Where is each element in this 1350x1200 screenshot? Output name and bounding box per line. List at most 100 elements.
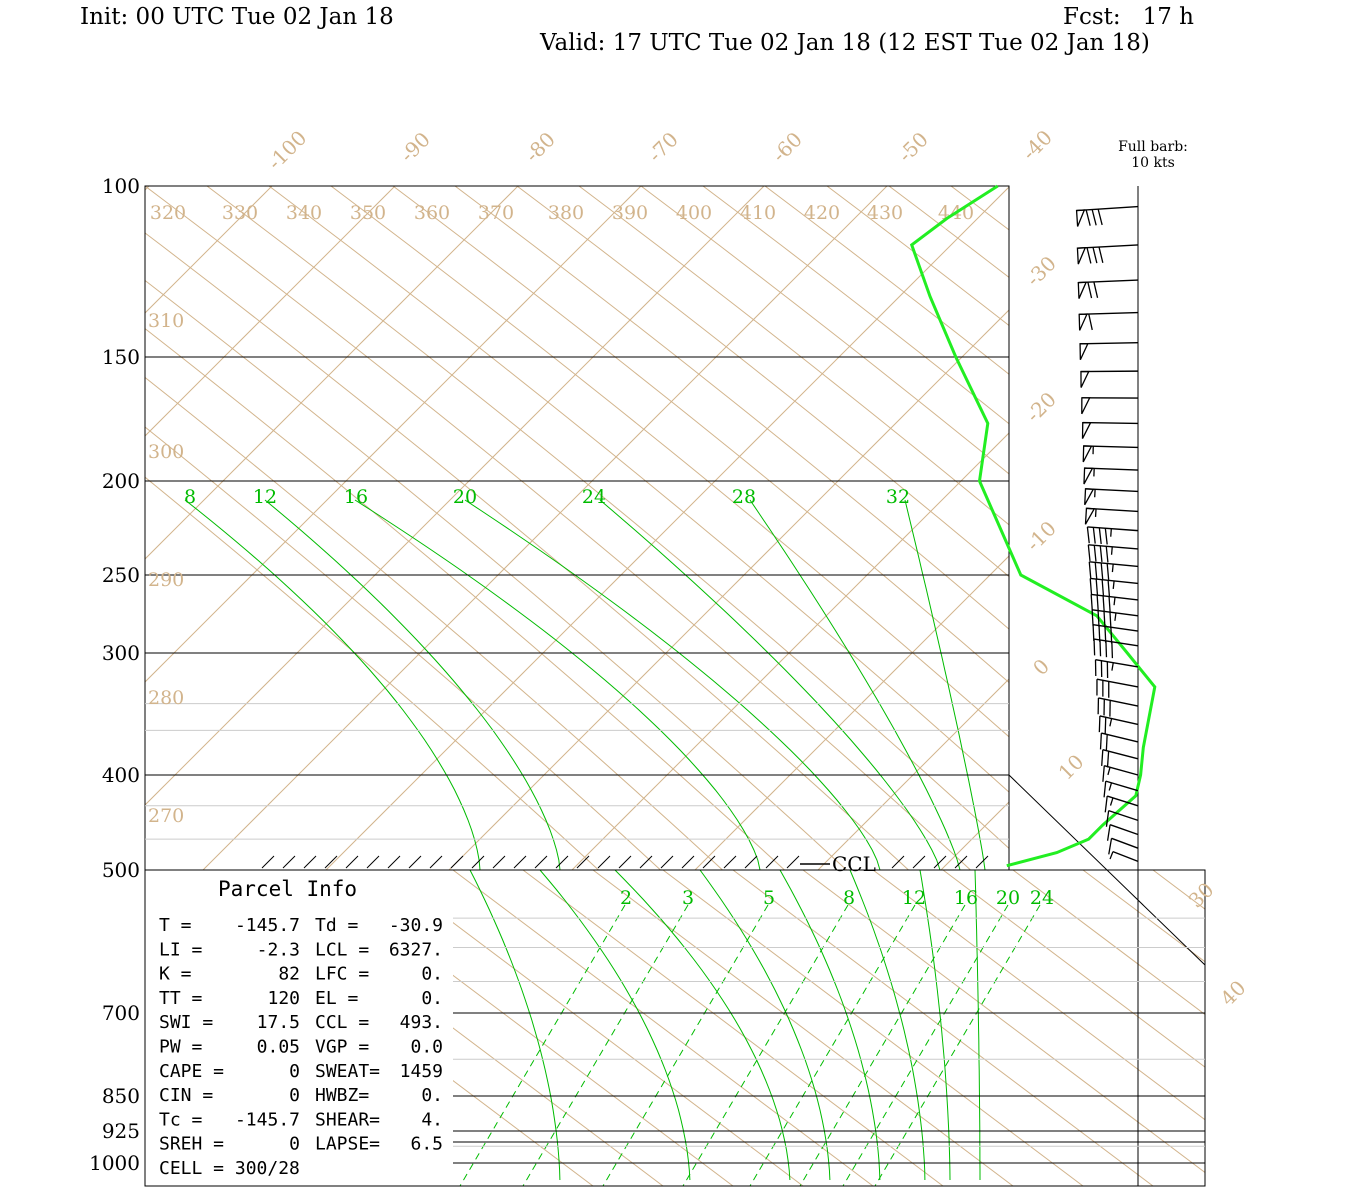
moist-adiabats-upper [184,499,986,870]
barb-shaft [1092,609,1139,617]
mixing-ratio-dashed [459,904,626,1186]
wind-barb [1084,488,1139,506]
barb-full [1101,579,1105,596]
dry-adiabat [888,186,1009,279]
barb-full [1091,209,1097,226]
temp-label: -90 [395,127,435,167]
parcel-key: VGP = [315,1037,369,1058]
theta-label: 430 [867,202,903,224]
isotherm--60 [145,186,765,806]
barb-full [1089,578,1093,595]
hatch-mark [471,855,485,869]
barb-full [1097,208,1103,226]
parcel-title: Parcel Info [218,877,357,901]
dry-adiabat [145,279,847,870]
theta-label: 340 [286,202,322,224]
hatch-mark [744,855,758,869]
dry-adiabat-lower [732,870,1154,1186]
parcel-value: 0 [289,1085,300,1106]
moist-adiabat [184,499,481,870]
parcel-key: SHEAR= [315,1109,380,1130]
temp-label: 10 [1054,750,1089,785]
barb-full [1105,546,1109,563]
barb-half [1111,662,1114,671]
dry-adiabat-lower [453,1080,594,1186]
lower-panel-lines [453,870,1205,1186]
barb-flag [1077,281,1088,299]
mixing-label-upper: 20 [453,486,477,508]
isotherm--10 [694,555,1009,870]
temp-label: -100 [263,126,312,175]
mixing-ratio-dashed [842,904,1009,1186]
barb-full [1102,595,1105,613]
barb-full [1098,715,1101,733]
wind-barb [1094,658,1139,678]
parcel-key: CIN = [159,1085,213,1106]
barb-flag [1079,342,1089,361]
barb-shaft [1109,824,1139,836]
moist-adiabat-lower [469,870,561,1181]
theta-label: 420 [804,202,840,224]
moist-adiabat [904,499,986,870]
wind-barb [1081,421,1139,439]
wind-barb [1097,697,1139,717]
barb-full [1090,594,1093,611]
barb-shaft [1082,421,1139,425]
parcel-value: 17.5 [257,1012,300,1033]
dry-adiabat [454,186,1009,630]
moist-adiabat-lower [849,870,926,1181]
barb-flag [1076,247,1087,265]
hatch-mark [324,855,338,869]
moist-adiabat-lower [974,870,981,1180]
barb-full [1086,526,1090,544]
temp-label: 0 [1028,654,1054,680]
dry-adiabat [145,232,909,870]
upper-frame [144,185,1010,871]
theta-label: 380 [548,202,584,224]
mixing-label-lower: 5 [763,887,775,909]
temperature-profile: CCL [800,184,1157,876]
theta-label: 280 [148,687,184,709]
parcel-value: 120 [267,988,300,1009]
pressure-label-400: 400 [102,763,140,787]
barb-full [1102,765,1105,782]
dry-adiabat [516,186,1009,578]
wind-barb [1096,678,1139,698]
temp-label: -30 [1021,251,1061,291]
temp-label: -80 [520,127,560,167]
parcel-value: 0. [421,1085,443,1106]
barb-full [1094,562,1098,579]
moist-adiabat-lower [779,870,881,1181]
parcel-key: CELL = 300/28 [159,1158,300,1179]
wind-barb [1093,638,1139,659]
hatch-mark [723,855,737,869]
parcel-key: CCL = [315,1012,369,1033]
barb-shaft [1095,658,1139,668]
hatch-mark [891,855,905,869]
wind-barb [1087,544,1139,563]
barb-full [1096,595,1099,612]
dry-adiabat-lower [522,870,944,1186]
mixing-label-lower: 12 [902,887,926,909]
parcel-value: 493. [400,1012,443,1033]
pressure-label-925: 925 [102,1119,140,1143]
parcel-key: K = [159,964,192,985]
pressure-label-700: 700 [102,1001,140,1025]
parcel-key: Td = [315,915,359,936]
parcel-key: PW = [159,1037,203,1058]
barb-full [1104,717,1107,734]
pressure-grid [144,185,1206,1187]
moist-adiabat-lower [614,870,791,1181]
dry-adiabat-lower [453,974,734,1186]
moist-adiabat-lower [539,870,691,1181]
mixing-label-upper: 24 [582,486,606,508]
barb-shaft [1112,850,1139,863]
parcel-value: -30.9 [389,915,443,936]
temp-label: -50 [893,127,933,167]
parcel-key: LCL = [315,939,369,960]
temp-label: -70 [643,127,683,167]
parcel-key: CAPE = [159,1061,224,1082]
wind-barb [1106,824,1139,841]
parcel-key: LAPSE= [315,1134,380,1155]
isotherm-30 [1187,186,1350,870]
